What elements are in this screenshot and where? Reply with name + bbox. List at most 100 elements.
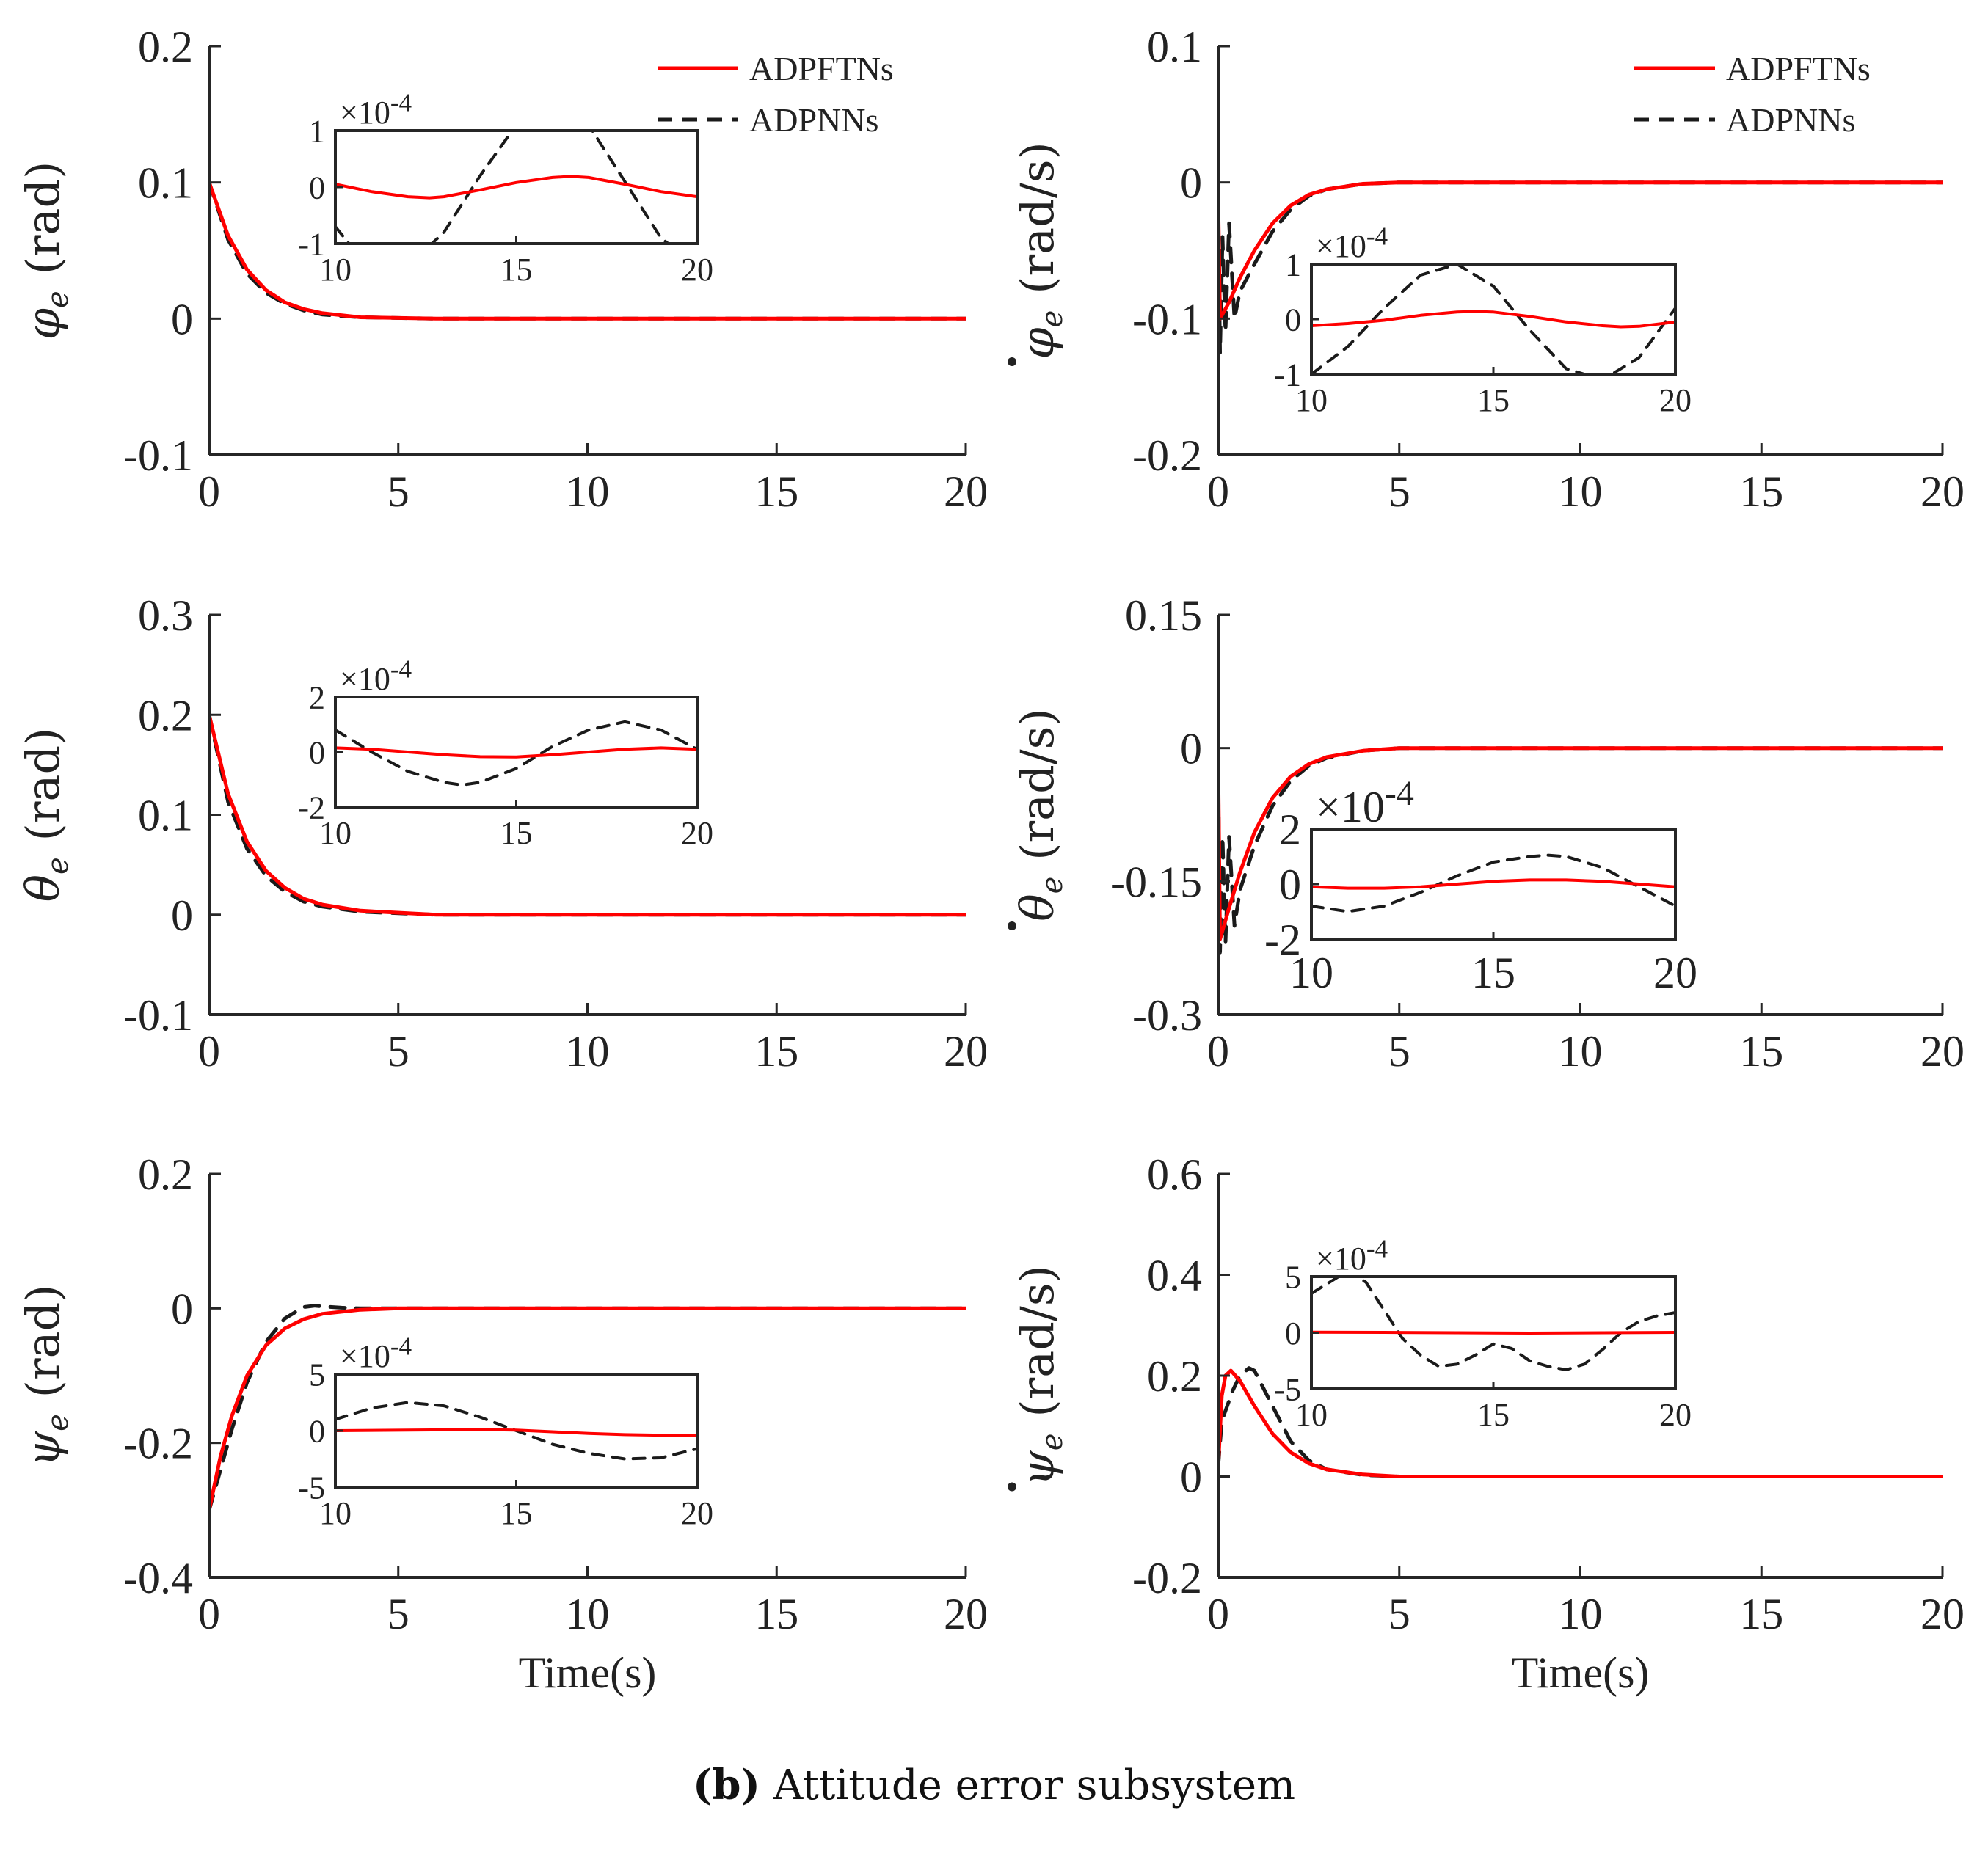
inset-y-tick-label: 0 — [1285, 1315, 1301, 1351]
y-tick-label: -0.1 — [123, 431, 193, 480]
x-tick-label: 5 — [1388, 467, 1410, 516]
y-label-unit: (rad) — [16, 161, 70, 275]
x-tick-label: 20 — [1920, 467, 1965, 516]
series-line-adpftns — [209, 1306, 966, 1512]
y-tick-label: -0.15 — [1110, 858, 1202, 906]
subplot-5: 0 5 10 15 20 -0.4 -0.2 0 0.2 ψe (rad) Time(s) 10 15 20… — [16, 1150, 988, 1697]
x-tick-label: 0 — [1207, 1027, 1229, 1076]
inset-y-tick-label: 0 — [1279, 861, 1301, 909]
y-tick-label: 0 — [171, 295, 193, 343]
caption-text: Attitude error subsystem — [773, 1762, 1296, 1809]
y-tick-label: 0.3 — [138, 591, 193, 640]
x-tick-label: 5 — [1388, 1590, 1410, 1638]
series-line-adpftns — [1311, 310, 1675, 329]
inset-exponent-label: ×10-4 — [1316, 1234, 1388, 1277]
inset-y-tick-label: -5 — [1274, 1371, 1301, 1407]
inset-x-tick-label: 20 — [681, 815, 713, 851]
exponent-power: -4 — [390, 654, 412, 683]
y-tick-label: 0.2 — [138, 691, 193, 740]
y-label-unit: (rad/s) — [1011, 142, 1064, 293]
y-label-symbol: θ — [1011, 894, 1064, 921]
inset-x-tick-label: 20 — [1659, 382, 1692, 418]
y-label-subscript: e — [41, 857, 75, 875]
exponent-base: ×10 — [1316, 783, 1385, 831]
inset-exponent-label: ×10-4 — [1316, 774, 1414, 831]
plot-area — [209, 712, 966, 917]
series-line-adpftns — [1218, 180, 1943, 321]
plot-area — [209, 180, 966, 321]
y-axis-label: φe (rad) — [16, 161, 75, 340]
y-axis-label: ψe (rad/s) — [1011, 1265, 1069, 1486]
series-line-adpftns — [335, 175, 697, 200]
inset-x-tick-label: 10 — [319, 252, 352, 288]
inset-y-tick-label: -5 — [298, 1470, 325, 1506]
dot-mark — [1008, 357, 1016, 367]
inset-x-tick-label: 10 — [1289, 949, 1333, 997]
x-tick-label: 15 — [1739, 1590, 1783, 1638]
y-tick-label: -0.1 — [1132, 295, 1202, 343]
y-axis-label: θe (rad/s) — [1011, 708, 1069, 921]
y-label-subscript: e — [1035, 877, 1069, 894]
y-label-symbol: φ — [1011, 327, 1064, 360]
inset-1: 10 15 20 -1 0 1 ×10-4 — [298, 88, 713, 288]
series-line-adpftns — [335, 746, 697, 759]
exponent-base: ×10 — [340, 95, 390, 131]
series-line-adpftns — [209, 712, 966, 917]
series-line-adpnns — [1311, 1277, 1675, 1371]
inset-x-tick-label: 20 — [681, 252, 713, 288]
y-axis-label: φe (rad/s) — [1011, 142, 1069, 359]
y-tick-label: 0.6 — [1147, 1150, 1202, 1199]
y-tick-label: -0.1 — [123, 991, 193, 1040]
y-tick-label: 0.4 — [1147, 1252, 1202, 1300]
inset-x-tick-label: 20 — [681, 1495, 713, 1531]
series-line-adpftns — [1311, 1330, 1675, 1335]
plot-area — [1218, 1366, 1943, 1478]
inset-background — [1311, 264, 1675, 374]
y-axis-label: θe (rad) — [16, 728, 75, 902]
y-tick-label: 0.1 — [1147, 23, 1202, 71]
exponent-power: -4 — [1366, 1234, 1388, 1263]
x-tick-label: 10 — [1559, 1027, 1603, 1076]
y-label-dot — [1008, 921, 1016, 931]
legend-label: ADPNNs — [1726, 101, 1855, 139]
inset-exponent-label: ×10-4 — [340, 1332, 412, 1374]
plot-area — [209, 1304, 966, 1512]
x-axis-label: Time(s) — [1512, 1649, 1650, 1697]
x-tick-label: 20 — [1920, 1027, 1965, 1076]
y-label-unit: (rad) — [16, 1285, 70, 1398]
x-tick-label: 20 — [944, 1027, 988, 1076]
x-tick-label: 5 — [387, 1027, 409, 1076]
x-tick-label: 15 — [754, 1027, 798, 1076]
inset-4: 10 15 20 -2 0 2 ×10-4 — [1264, 774, 1697, 997]
x-tick-label: 5 — [387, 467, 409, 516]
inset-x-tick-label: 15 — [500, 252, 533, 288]
y-label-subscript: e — [41, 1414, 75, 1431]
figure-caption: (b) Attitude error subsystem — [0, 1761, 1988, 1809]
plot-area — [1311, 264, 1675, 374]
inset-x-tick-label: 20 — [1659, 1397, 1692, 1433]
y-tick-label: 0 — [1180, 159, 1202, 208]
y-tick-label: 0.2 — [138, 23, 193, 71]
x-tick-label: 0 — [1207, 467, 1229, 516]
inset-x-tick-label: 10 — [319, 815, 352, 851]
subplot-1: 0 5 10 15 20-0.100.10.2φe(rad) 10 15 20-101×10-… — [16, 23, 988, 516]
series-line-adpnns — [209, 180, 966, 321]
plot-area — [1218, 746, 1943, 955]
y-tick-label: -0.4 — [123, 1554, 193, 1602]
exponent-power: -4 — [390, 88, 412, 117]
y-label-dot — [1008, 357, 1016, 367]
y-axis-label: ψe (rad) — [16, 1285, 75, 1467]
y-tick-label: -0.2 — [1132, 1554, 1202, 1602]
plot-area — [335, 1401, 697, 1461]
x-tick-label: 0 — [198, 467, 220, 516]
series-line-adpnns — [335, 720, 697, 787]
inset-y-tick-label: 5 — [1285, 1259, 1301, 1295]
y-label-subscript: e — [1035, 1434, 1069, 1451]
y-tick-label: 0.1 — [138, 792, 193, 840]
legend: ADPFTNs ADPNNs — [658, 50, 894, 139]
plot-area — [1311, 1277, 1675, 1371]
y-tick-label: 0 — [1180, 725, 1202, 773]
inset-y-tick-label: 1 — [1285, 247, 1301, 282]
exponent-base: ×10 — [1316, 228, 1366, 264]
inset-y-tick-label: 0 — [309, 169, 325, 205]
